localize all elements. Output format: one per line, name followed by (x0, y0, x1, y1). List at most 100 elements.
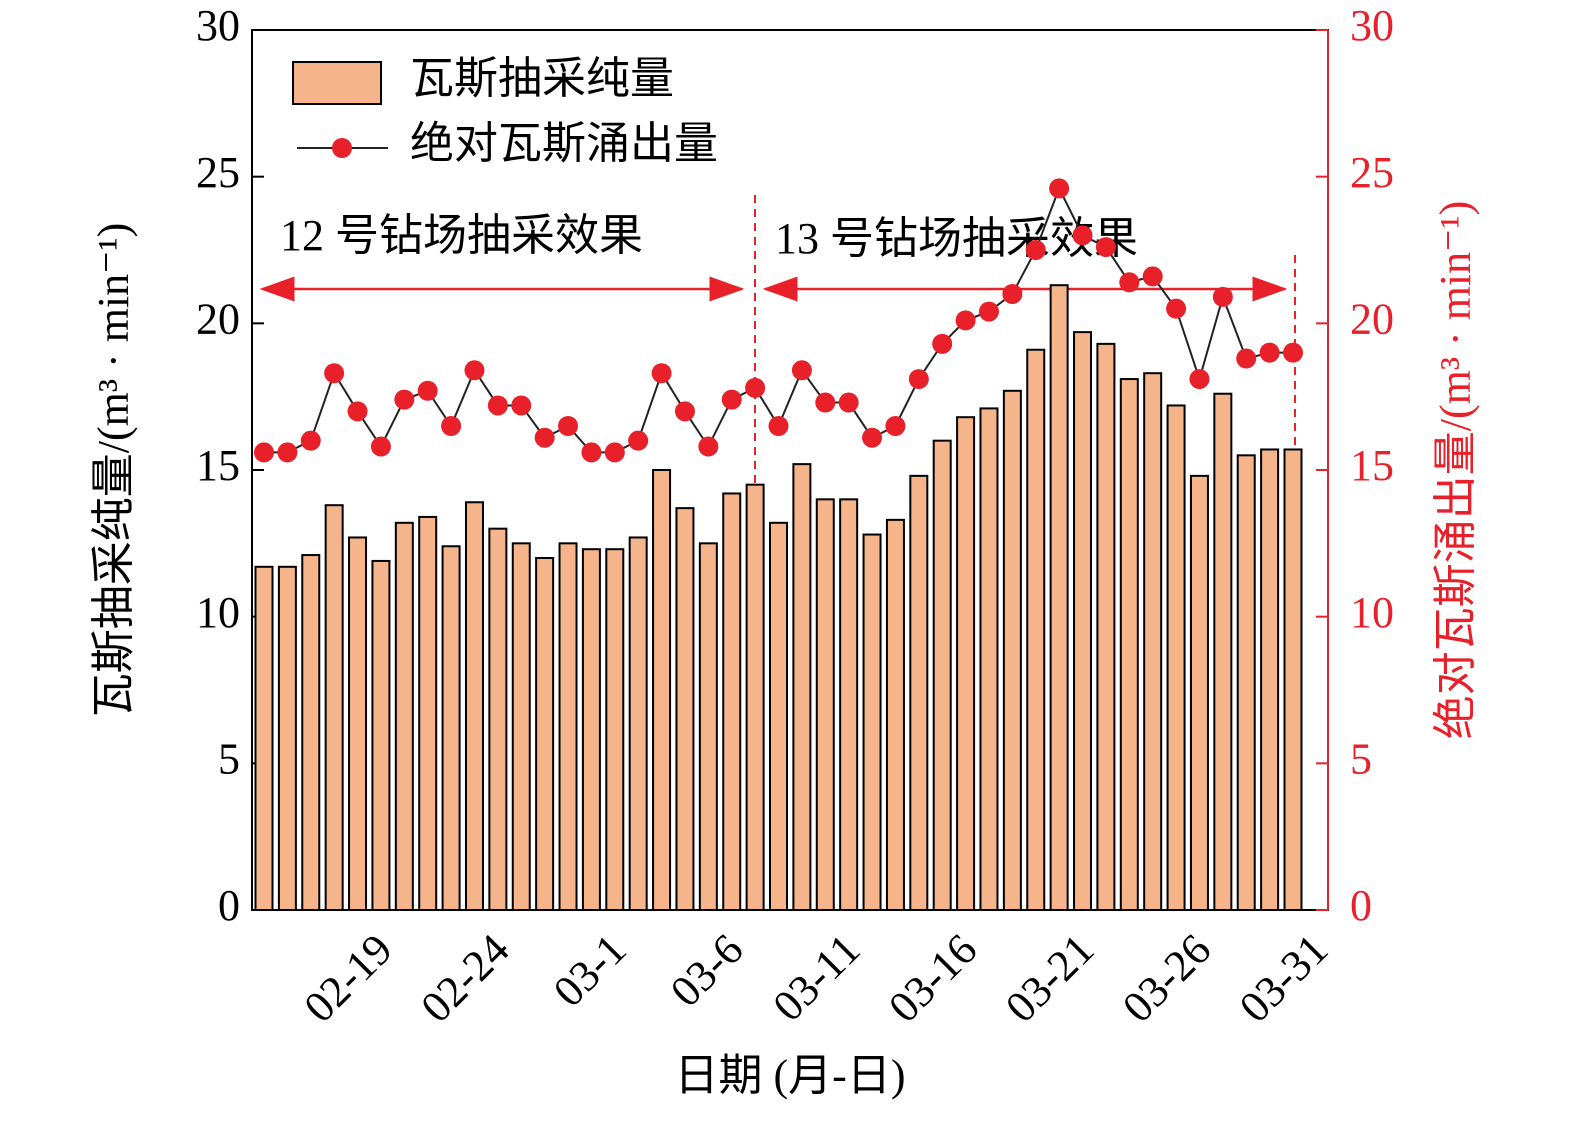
y2-tick-label: 20 (1350, 294, 1394, 343)
point (1142, 266, 1163, 287)
point (1189, 369, 1210, 390)
y-tick-label: 0 (218, 881, 240, 930)
bar (1213, 392, 1233, 911)
point (651, 363, 672, 384)
point (1049, 178, 1070, 199)
y2-tick-label: 0 (1350, 881, 1372, 930)
point (1072, 225, 1093, 246)
x-tick-label: 03-21 (996, 925, 1103, 1032)
bar (277, 565, 297, 911)
bar (1283, 448, 1303, 911)
point (698, 436, 719, 457)
x-tick-label: 03-1 (544, 925, 636, 1017)
point (1236, 348, 1257, 369)
point (862, 427, 883, 448)
point (1002, 284, 1023, 304)
bar (324, 504, 344, 911)
point (955, 310, 976, 331)
bar (558, 542, 578, 911)
x-tick-label: 02-24 (411, 925, 518, 1032)
x-tick-label: 03-6 (661, 925, 753, 1017)
bar (745, 483, 765, 911)
bar (979, 407, 999, 911)
point (745, 377, 766, 398)
bar (792, 463, 812, 911)
x-tick-label: 03-16 (879, 925, 986, 1032)
point (394, 389, 415, 410)
bar (1166, 404, 1186, 911)
y-tick-label: 5 (218, 734, 240, 783)
point (791, 360, 812, 381)
point (534, 427, 555, 448)
point (324, 363, 345, 384)
point (487, 395, 508, 416)
point (838, 392, 859, 413)
point (441, 416, 462, 436)
bar (956, 416, 976, 911)
bar (301, 554, 321, 911)
y-axis-title: 瓦斯抽采纯量/(m³ · min⁻¹) (89, 223, 138, 717)
point (277, 442, 298, 463)
point (604, 442, 625, 463)
bar (862, 533, 882, 911)
bar (348, 536, 368, 911)
bar (371, 559, 391, 912)
point (300, 430, 321, 451)
y-tick-label: 15 (196, 441, 240, 490)
point (254, 442, 274, 463)
y-tick-label: 30 (196, 1, 240, 50)
point (768, 416, 789, 436)
bar (441, 545, 461, 911)
bar (698, 542, 718, 911)
bar (1260, 448, 1280, 911)
bar (1119, 378, 1139, 912)
bar (581, 548, 601, 911)
y2-tick-label: 30 (1350, 1, 1394, 50)
point (628, 430, 649, 451)
point (1166, 298, 1187, 319)
point (511, 395, 532, 416)
point (1119, 272, 1140, 293)
y2-tick-label: 5 (1350, 734, 1372, 783)
bar (909, 474, 929, 911)
y2-tick-label: 15 (1350, 441, 1394, 490)
bar (1026, 348, 1046, 911)
bar (1189, 474, 1209, 911)
point (370, 436, 391, 457)
bar (511, 542, 531, 911)
legend-swatch (292, 61, 382, 105)
legend-swatch (332, 138, 352, 158)
bar (464, 501, 484, 911)
point (581, 442, 602, 463)
y2-axis-title: 绝对瓦斯涌出量/(m³ · min⁻¹) (1431, 201, 1480, 739)
point (1095, 237, 1116, 258)
legend-label: 绝对瓦斯涌出量 (410, 119, 718, 168)
bar (605, 548, 625, 911)
bar (1096, 342, 1116, 912)
bar (254, 565, 274, 911)
bar (628, 536, 648, 911)
y-tick-label: 10 (196, 588, 240, 637)
bar (1073, 331, 1093, 911)
y-tick-label: 20 (196, 294, 240, 343)
annotation: 12 号钻场抽采效果 (280, 211, 643, 260)
point (464, 360, 485, 381)
y2-tick-label: 25 (1350, 148, 1394, 197)
point (1283, 342, 1303, 363)
bar (932, 439, 952, 911)
x-tick-label: 03-26 (1113, 925, 1220, 1032)
y-tick-label: 25 (196, 148, 240, 197)
bar (722, 492, 742, 911)
point (347, 401, 368, 422)
bar (535, 557, 555, 911)
bar (488, 527, 508, 912)
point (1212, 286, 1233, 307)
bar (1049, 284, 1069, 911)
point (908, 369, 929, 390)
point (721, 389, 742, 410)
bar (769, 521, 788, 911)
y2-tick-label: 10 (1350, 588, 1394, 637)
bar (652, 469, 672, 911)
point (417, 380, 438, 401)
